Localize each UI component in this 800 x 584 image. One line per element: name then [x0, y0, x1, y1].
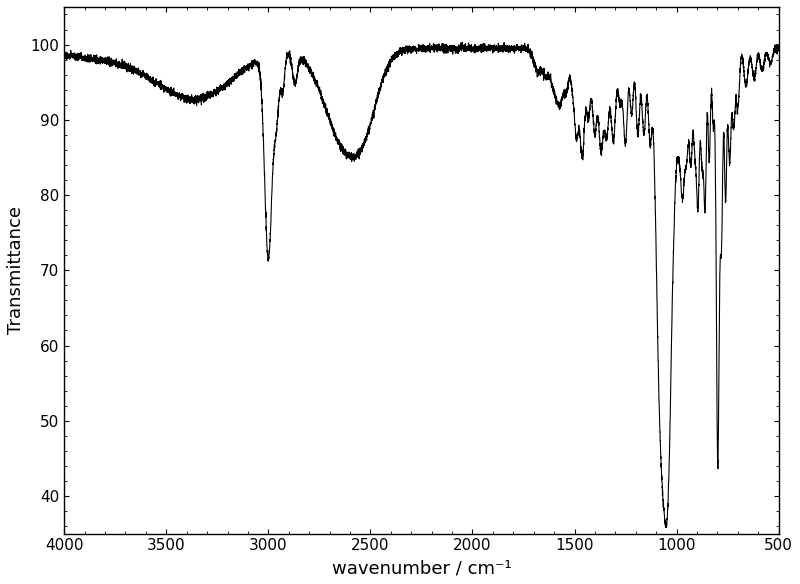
Y-axis label: Transmittance: Transmittance — [7, 206, 25, 334]
X-axis label: wavenumber / cm⁻¹: wavenumber / cm⁻¹ — [331, 559, 511, 577]
